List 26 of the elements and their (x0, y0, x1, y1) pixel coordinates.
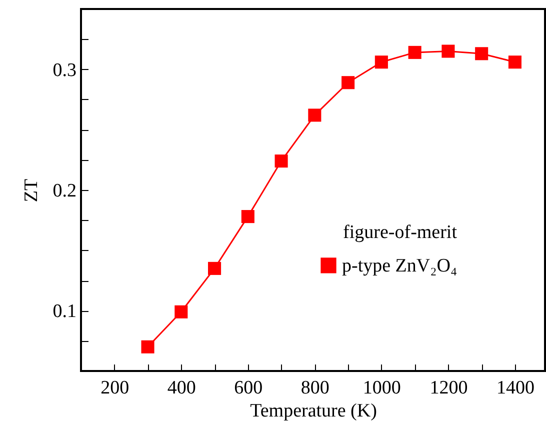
point (374, 56, 388, 69)
point (342, 76, 355, 90)
y-tick-label: 0.1 (52, 301, 76, 322)
point (241, 210, 254, 224)
x-tick-label: 1200 (430, 378, 468, 398)
legend-label: p-type ZnV₂O₄ (342, 255, 458, 276)
point (208, 262, 222, 275)
y-tick-label: 0.3 (52, 60, 76, 81)
point (408, 46, 422, 59)
x-axis-title: Temperature (K) (250, 400, 377, 422)
legend-title: figure-of-merit (343, 222, 458, 243)
x-tick-label: 200 (100, 378, 130, 398)
point (442, 44, 455, 58)
x-tick-label: 400 (167, 378, 196, 398)
y-axis-title: ZT (20, 178, 42, 202)
point (508, 56, 522, 69)
point (174, 305, 188, 318)
y-tick-label: 0.2 (52, 180, 76, 202)
x-tick-label: 800 (300, 378, 330, 398)
point (274, 154, 288, 168)
x-tick-label: 1000 (362, 378, 401, 398)
x-tick-label: 600 (234, 378, 263, 398)
point (141, 340, 154, 354)
point (308, 108, 322, 122)
x-tick-label: 1400 (496, 378, 534, 398)
point (475, 47, 488, 60)
